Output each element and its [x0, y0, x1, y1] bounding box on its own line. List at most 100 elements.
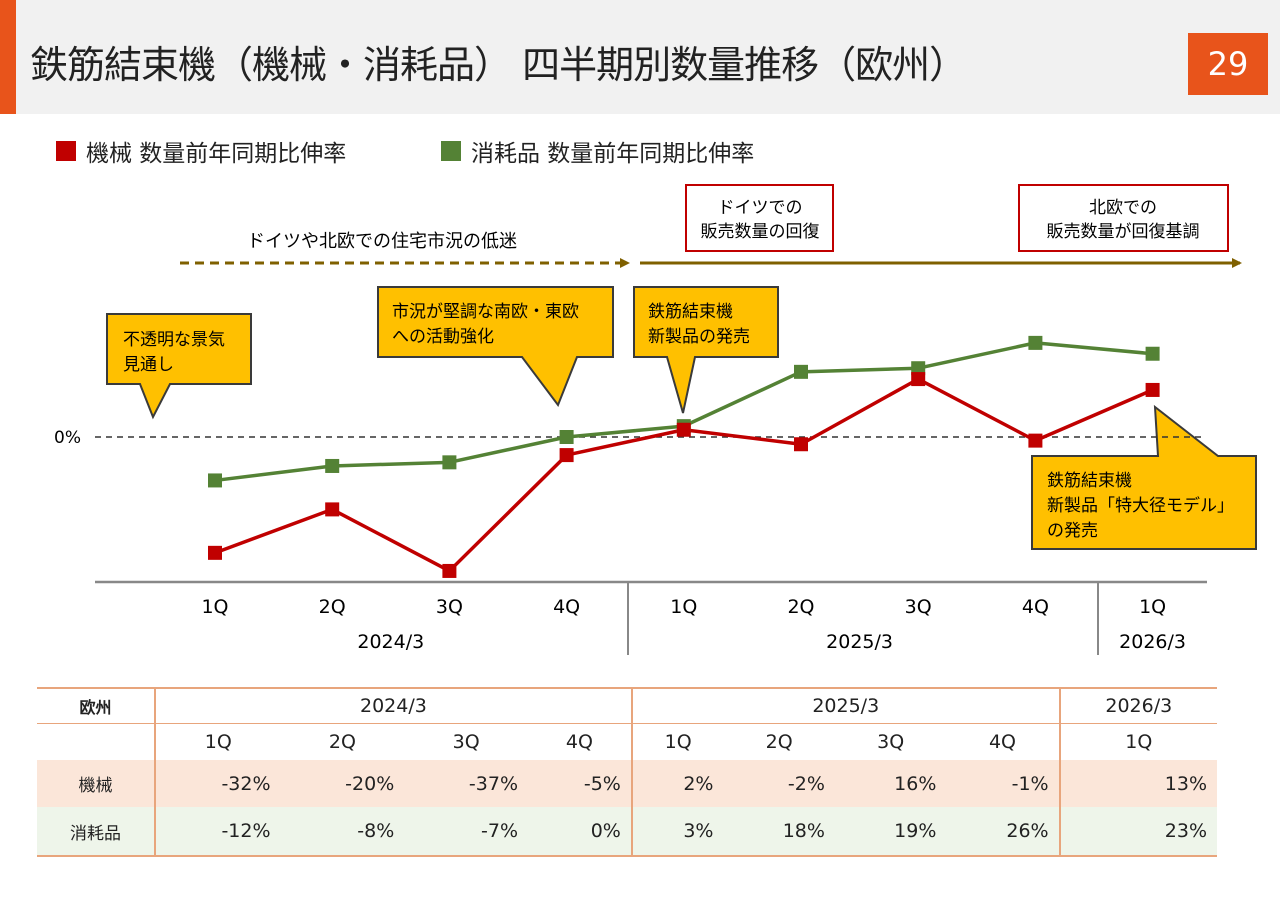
table-year-2025: 2025/3 [631, 687, 1061, 724]
table-row-label: 機械 [37, 760, 156, 807]
series-1-point [559, 430, 574, 444]
callout-1-line2: 見通し [123, 355, 174, 375]
callout-1-line1: 不透明な景気 [123, 330, 225, 350]
table-cell: -7% [404, 807, 528, 857]
table-quarter: 1Q [204, 731, 232, 753]
legend-swatch-consumables [441, 141, 461, 161]
box-germany-line2: 販売数量の回復 [701, 222, 820, 242]
callout-3-line1: 鉄筋結束機 [648, 302, 733, 322]
table-year-2026: 2026/3 [1059, 687, 1217, 724]
table-year-2024: 2024/3 [155, 687, 633, 724]
table-cell: 16% [834, 760, 947, 807]
series-0-point [794, 437, 808, 452]
callout-4-line2: 新製品「特大径モデル」 [1047, 495, 1234, 516]
period-arrow-label: ドイツや北欧での住宅市況の低迷 [247, 231, 517, 252]
table-cell: 13% [1059, 760, 1217, 807]
table-row-machine: 機械 -32% -20% -37% -5% 2% -2% 16% -1% 13% [37, 760, 1217, 807]
x-tick-label: 3Q [905, 596, 932, 618]
callout-uncertain-outlook [106, 313, 252, 420]
box-nordic-line2: 販売数量が回復基調 [1047, 222, 1200, 242]
table-quarter-row-header [37, 723, 156, 760]
table-cell: -12% [155, 807, 281, 857]
x-tick-label: 1Q [670, 596, 697, 618]
series-0-point [1028, 433, 1043, 448]
series-1-point [325, 458, 340, 473]
page-title: 鉄筋結束機（機械・消耗品） 四半期別数量推移（欧州） [30, 43, 967, 87]
callout-new-product [633, 286, 779, 414]
legend-item-consumables: 消耗品 数量前年同期比伸率 [441, 134, 754, 168]
data-table: 欧州 2024/3 2025/3 2026/3 1Q 2Q 3Q 4Q 1Q 2… [37, 687, 1217, 857]
series-0-point [911, 372, 926, 387]
legend-label-machine: 機械 数量前年同期比伸率 [86, 141, 347, 167]
series-0-point [442, 563, 457, 578]
table-cell: -20% [280, 760, 405, 807]
legend-item-machine: 機械 数量前年同期比伸率 [56, 134, 346, 168]
page-number: 29 [1188, 33, 1268, 95]
x-tick-label: 4Q [553, 596, 580, 618]
box-germany [685, 184, 834, 252]
callout-3-line2: 新製品の発売 [648, 327, 750, 347]
x-group-label: 2024/3 [357, 631, 424, 653]
table-cell: -5% [528, 760, 633, 807]
x-tick-label: 3Q [436, 596, 463, 618]
table-cell: 2% [631, 760, 724, 807]
table-cell: -32% [155, 760, 281, 807]
table-quarter: 2Q [765, 731, 793, 753]
table-cell: -1% [946, 760, 1061, 807]
table-quarter: 2Q [328, 731, 356, 753]
series-0-point [325, 502, 340, 517]
table-region-label: 欧州 [37, 687, 156, 724]
table-cell: 23% [1059, 807, 1217, 857]
table-cell: 3% [631, 807, 724, 857]
table-quarter: 1Q [1125, 731, 1153, 753]
series-0-point [676, 422, 691, 437]
callout-4-line1: 鉄筋結束機 [1047, 471, 1132, 491]
table-cell: -37% [404, 760, 528, 807]
table-cell: -8% [280, 807, 405, 857]
box-nordic [1018, 184, 1229, 252]
header: 鉄筋結束機（機械・消耗品） 四半期別数量推移（欧州） 29 [0, 0, 1280, 114]
series-1-point [911, 361, 926, 376]
series-1-point [208, 473, 222, 488]
x-tick-label: 2Q [787, 596, 814, 618]
table-year-row: 欧州 2024/3 2025/3 2026/3 [37, 687, 1217, 724]
table-cell: 19% [834, 807, 947, 857]
table-quarter: 3Q [452, 731, 480, 753]
header-accent-bar [0, 0, 16, 114]
series-1-point [1145, 346, 1160, 361]
series-1-point [794, 364, 808, 379]
legend-label-consumables: 消耗品 数量前年同期比伸率 [471, 141, 755, 167]
callout-2-line1: 市況が堅調な南欧・東欧 [392, 302, 579, 322]
table-quarter: 1Q [664, 731, 692, 753]
table-row-label: 消耗品 [37, 807, 156, 857]
series-1-point [442, 455, 457, 470]
x-group-label: 2025/3 [826, 631, 893, 653]
table-quarter-row: 1Q 2Q 3Q 4Q 1Q 2Q 3Q 4Q 1Q [37, 723, 1217, 760]
callout-large-diameter-model [1031, 404, 1257, 550]
callout-4-line3: の発売 [1047, 521, 1098, 541]
table-cell: -2% [723, 760, 835, 807]
series-1-point [1028, 335, 1043, 350]
box-germany-line1: ドイツでの [718, 198, 803, 218]
callout-2-line2: への活動強化 [392, 327, 494, 347]
legend-swatch-machine [56, 141, 76, 161]
zero-label: 0% [54, 428, 81, 448]
table-quarter: 3Q [877, 731, 905, 753]
table-quarter: 4Q [528, 723, 633, 760]
table-row-consumables: 消耗品 -12% -8% -7% 0% 3% 18% 19% 26% 23% [37, 807, 1217, 857]
callout-south-east-europe [377, 286, 614, 408]
x-tick-label: 1Q [1139, 596, 1166, 618]
box-nordic-line1: 北欧での [1089, 198, 1157, 218]
table-cell: 26% [946, 807, 1061, 857]
table-quarter: 4Q [946, 723, 1061, 760]
table-cell: 18% [723, 807, 835, 857]
table-cell: 0% [528, 807, 633, 857]
x-tick-label: 2Q [319, 596, 346, 618]
x-group-label: 2026/3 [1119, 631, 1186, 653]
x-tick-label: 1Q [201, 596, 228, 618]
line-chart: ドイツや北欧での住宅市況の低迷 ドイツでの 販売数量の回復 北欧での 販売数量が… [54, 184, 1257, 655]
series-0-point [208, 545, 222, 560]
series-0-point [1145, 382, 1160, 397]
x-tick-label: 4Q [1022, 596, 1049, 618]
series-0-point [559, 448, 574, 463]
